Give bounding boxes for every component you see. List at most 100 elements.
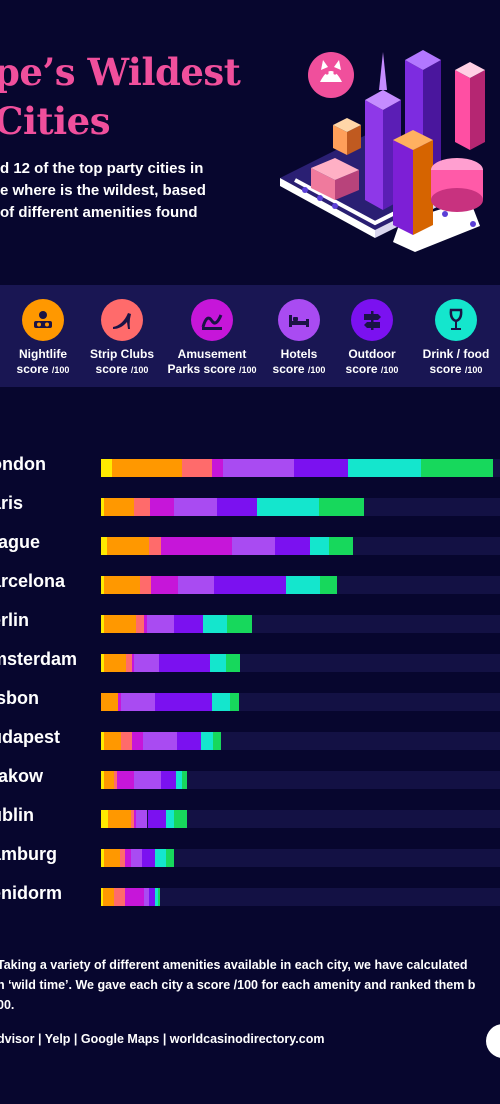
bar-segment xyxy=(203,615,228,633)
intro-text: d 12 of the top party cities in e where … xyxy=(0,158,240,224)
bar-segment xyxy=(101,732,104,750)
legend-sub: score xyxy=(16,362,49,376)
legend-unit: /100 xyxy=(238,365,257,375)
city-label: isbon xyxy=(0,688,39,708)
legend-sub: score xyxy=(345,362,378,376)
bar-segment xyxy=(166,810,174,828)
bar-segment xyxy=(125,888,144,906)
legend-unit: /100 xyxy=(130,365,149,375)
legend-sub: score xyxy=(95,362,128,376)
bar-track xyxy=(101,888,500,906)
bar-segment xyxy=(310,537,329,555)
bar-segment xyxy=(318,498,365,516)
bar-segment xyxy=(119,849,126,867)
bar-segment xyxy=(130,810,134,828)
bar-row: isbon xyxy=(0,679,500,718)
bar-segment xyxy=(101,615,104,633)
legend-label: Drink / food xyxy=(422,347,490,361)
bar-row: rague xyxy=(0,523,500,562)
bar-segment xyxy=(120,732,132,750)
city-label: udapest xyxy=(0,727,61,747)
city-label: rague xyxy=(0,532,41,552)
bar-segment xyxy=(232,537,275,555)
legend-item-drink-food: Drink / food score /100 xyxy=(411,299,500,378)
bar-segment xyxy=(126,654,132,672)
city-label: rakow xyxy=(0,766,44,786)
bar-segment xyxy=(101,459,113,477)
wine-glass-icon xyxy=(435,299,477,341)
bar-segment xyxy=(174,498,218,516)
bar-row: ondon xyxy=(0,445,500,484)
bar-segment xyxy=(212,732,221,750)
methodology-line-2: n ‘wild time’. We gave each city a score… xyxy=(0,978,476,992)
bar-segment xyxy=(103,654,127,672)
legend-label: Hotels xyxy=(280,347,318,361)
bar-segment xyxy=(114,888,126,906)
methodology-line-3: 00. xyxy=(0,998,15,1012)
bar-segment xyxy=(157,888,160,906)
bar-segment xyxy=(130,849,142,867)
bar-track xyxy=(101,615,500,633)
bar-segment xyxy=(181,459,212,477)
bar-segment xyxy=(274,537,311,555)
bar-segment xyxy=(101,654,104,672)
bar-segment xyxy=(160,537,233,555)
bar-segment xyxy=(348,459,421,477)
bar-segment xyxy=(141,849,155,867)
bar-segment xyxy=(225,654,240,672)
legend-sub: score xyxy=(429,362,462,376)
high-heel-icon xyxy=(101,299,143,341)
bar-segment xyxy=(143,615,147,633)
bar-segment xyxy=(103,615,137,633)
bar-segment xyxy=(106,537,150,555)
dj-icon xyxy=(22,299,64,341)
bar-segment xyxy=(117,693,121,711)
bar-segment xyxy=(103,849,120,867)
bar-segment xyxy=(201,732,213,750)
bar-segment xyxy=(149,888,155,906)
legend-unit: /100 xyxy=(464,365,483,375)
bar-segment xyxy=(211,693,231,711)
stacked-bar-chart: ondon aris rague arcelona erlin msterdam isbon… xyxy=(0,445,500,925)
legend-item-strip-clubs: Strip Clubs score /100 xyxy=(77,299,167,378)
legend-unit: /100 xyxy=(307,365,326,375)
city-illustration xyxy=(280,50,485,252)
bar-row: ublin xyxy=(0,796,500,835)
bar-segment xyxy=(146,615,174,633)
legend-label: Outdoor xyxy=(348,347,396,361)
bar-segment xyxy=(328,537,354,555)
bar-segment xyxy=(133,771,161,789)
title-line-1: pe’s Wildest xyxy=(0,50,241,94)
bar-segment xyxy=(125,849,131,867)
bar-track xyxy=(101,576,500,594)
bar-segment xyxy=(230,693,239,711)
bar-segment xyxy=(149,537,161,555)
bar-track xyxy=(101,537,500,555)
bar-segment xyxy=(136,810,148,828)
legend-item-outdoor: Outdoor score /100 xyxy=(327,299,417,378)
bar-segment xyxy=(176,771,182,789)
bar-track xyxy=(101,732,500,750)
sources-text: dvisor | Yelp | Google Maps | worldcasin… xyxy=(0,1032,325,1046)
bar-row: msterdam xyxy=(0,640,500,679)
bar-segment xyxy=(143,888,150,906)
city-label: ublin xyxy=(0,805,34,825)
signpost-icon xyxy=(351,299,393,341)
legend-unit: /100 xyxy=(380,365,399,375)
bar-segment xyxy=(133,498,151,516)
bar-segment xyxy=(209,654,226,672)
bar-segment xyxy=(101,888,103,906)
bar-segment xyxy=(147,810,167,828)
city-label: arcelona xyxy=(0,571,66,591)
bar-segment xyxy=(214,576,287,594)
bar-segment xyxy=(108,810,131,828)
intro-line-1: d 12 of the top party cities in xyxy=(0,160,204,177)
bar-segment xyxy=(101,576,104,594)
bar-segment xyxy=(101,810,109,828)
city-label: aris xyxy=(0,493,24,513)
bar-segment xyxy=(166,849,175,867)
bed-icon xyxy=(278,299,320,341)
bar-segment xyxy=(177,732,202,750)
bar-track xyxy=(101,810,500,828)
legend-item-amusement-parks: Amusement Parks score /100 xyxy=(167,299,257,378)
